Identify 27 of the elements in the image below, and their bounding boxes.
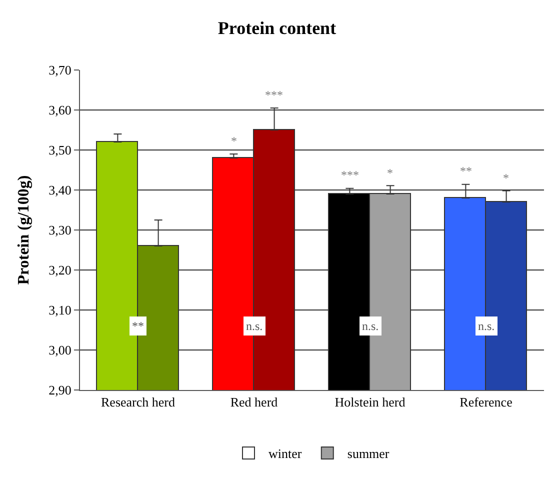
annotation: n.s. [362,319,379,333]
annotation: n.s. [478,319,495,333]
y-tick-label: 3,40 [48,182,72,198]
annotation: n.s. [246,319,263,333]
x-tick-label: Red herd [230,394,278,410]
y-tick-label: 3,70 [48,62,72,78]
y-tick-label: 3,50 [48,142,72,158]
y-tick-label: 3,00 [48,342,72,358]
legend-label: summer [347,446,390,462]
y-tick-label: 3,30 [48,222,72,238]
y-axis-title: Protein (g/100g) [16,175,33,285]
annotation: ** [132,319,144,333]
data-label: * [503,171,509,185]
data-label: * [231,134,237,148]
data-label: * [387,166,393,180]
legend-label: winter [268,446,302,462]
y-tick-label: 3,60 [48,102,72,118]
data-label: *** [341,168,359,182]
chart-title: Protein content [218,18,336,38]
x-tick-label: Research herd [101,394,176,410]
y-tick-label: 3,20 [48,262,72,278]
x-tick-label: Holstein herd [334,394,406,410]
y-tick-label: 2,90 [48,382,72,398]
x-tick-label: Reference [460,394,513,410]
data-label: *** [265,88,283,102]
data-label: ** [460,164,472,178]
y-tick-label: 3,10 [48,302,72,318]
